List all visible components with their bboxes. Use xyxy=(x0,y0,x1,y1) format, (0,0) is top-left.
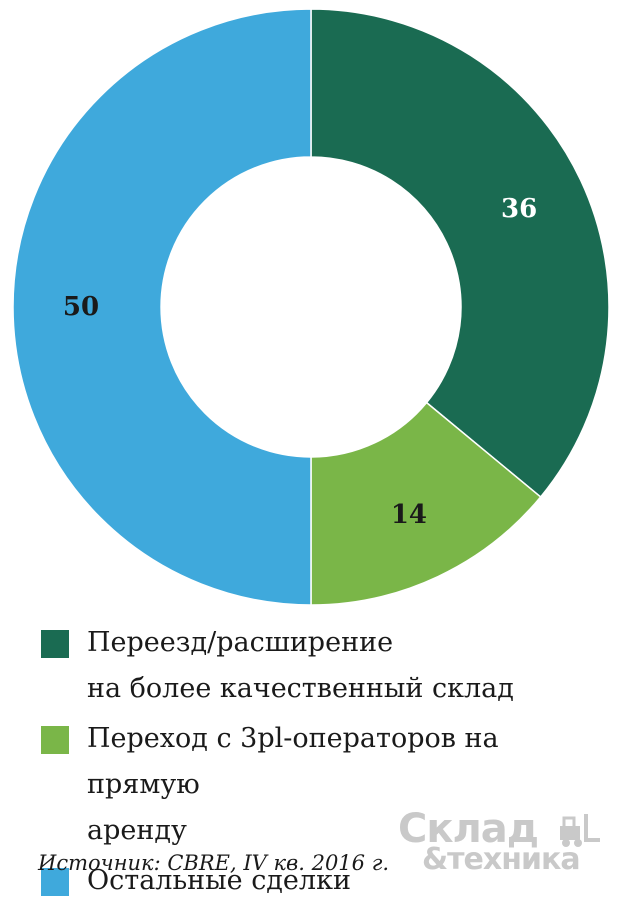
slice-label-other: 50 xyxy=(63,292,99,322)
legend-item-relocation: Переезд/расширение на более качественный… xyxy=(41,620,616,712)
donut-slice-relocation xyxy=(310,8,610,499)
legend-label-relocation: Переезд/расширение на более качественный… xyxy=(87,620,514,712)
legend-swatch-relocation xyxy=(41,630,69,658)
legend-label-3pl-line1: Переход с 3pl-операторов на прямую xyxy=(87,723,499,800)
legend-label-3pl: Переход с 3pl-операторов на прямую аренд… xyxy=(87,716,616,854)
source-note: Источник: CBRE, IV кв. 2016 г. xyxy=(38,851,389,875)
logo-line2: &техника xyxy=(422,842,581,877)
slice-label-relocation: 36 xyxy=(501,194,537,224)
legend-item-3pl: Переход с 3pl-операторов на прямую аренд… xyxy=(41,716,616,854)
legend-label-3pl-line2: аренду xyxy=(87,815,187,846)
slice-label-3pl: 14 xyxy=(391,500,427,530)
donut-slice-other xyxy=(12,8,312,606)
legend: Переезд/расширение на более качественный… xyxy=(41,620,616,908)
legend-label-relocation-line2: на более качественный склад xyxy=(87,673,514,704)
logo-line1: Склад xyxy=(398,806,539,852)
logo: Склад &техника xyxy=(398,806,608,882)
forklift-icon xyxy=(560,814,600,847)
legend-label-relocation-line1: Переезд/расширение xyxy=(87,627,394,658)
donut-chart: 36 14 50 xyxy=(12,8,610,606)
legend-swatch-3pl xyxy=(41,726,69,754)
donut-slice-3pl xyxy=(310,401,542,606)
